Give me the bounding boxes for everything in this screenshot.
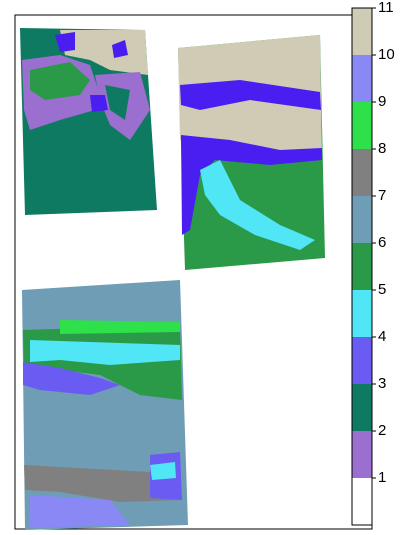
- colorbar-swatch: [352, 196, 372, 243]
- colorbar-swatch: [352, 55, 372, 102]
- colorbar-swatch: [352, 149, 372, 196]
- colorbar-tick-label: 2: [378, 422, 386, 439]
- raster-top-right: [178, 35, 325, 270]
- colorbar: 1 2 3 4 5 6 7 8 9 10 11: [352, 0, 395, 525]
- colorbar-swatch: [352, 8, 372, 55]
- colorbar-swatch: [352, 243, 372, 290]
- raster-bottom: [22, 280, 188, 530]
- colorbar-swatch: [352, 478, 372, 525]
- colorbar-tick-label: 5: [378, 281, 386, 298]
- colorbar-tick-label: 1: [378, 469, 386, 486]
- colorbar-tick-label: 9: [378, 93, 386, 110]
- colorbar-swatch: [352, 431, 372, 478]
- colorbar-tick-label: 6: [378, 234, 386, 251]
- raster-top-left: [20, 28, 157, 215]
- colorbar-swatch: [352, 290, 372, 337]
- colorbar-tick-label: 8: [378, 140, 386, 157]
- page: {"colorbar": {"range": [0, 11], "ticks":…: [0, 0, 404, 530]
- colorbar-tick-label: 3: [378, 375, 386, 392]
- map-figure: 1 2 3 4 5 6 7 8 9 10 11: [0, 0, 404, 530]
- colorbar-swatch: [352, 337, 372, 384]
- colorbar-tick-label: 10: [378, 46, 395, 63]
- colorbar-tick-label: 7: [378, 187, 386, 204]
- colorbar-swatch: [352, 102, 372, 149]
- colorbar-tick-label: 11: [378, 0, 394, 16]
- colorbar-tick-label: 4: [378, 328, 386, 345]
- colorbar-swatch: [352, 384, 372, 431]
